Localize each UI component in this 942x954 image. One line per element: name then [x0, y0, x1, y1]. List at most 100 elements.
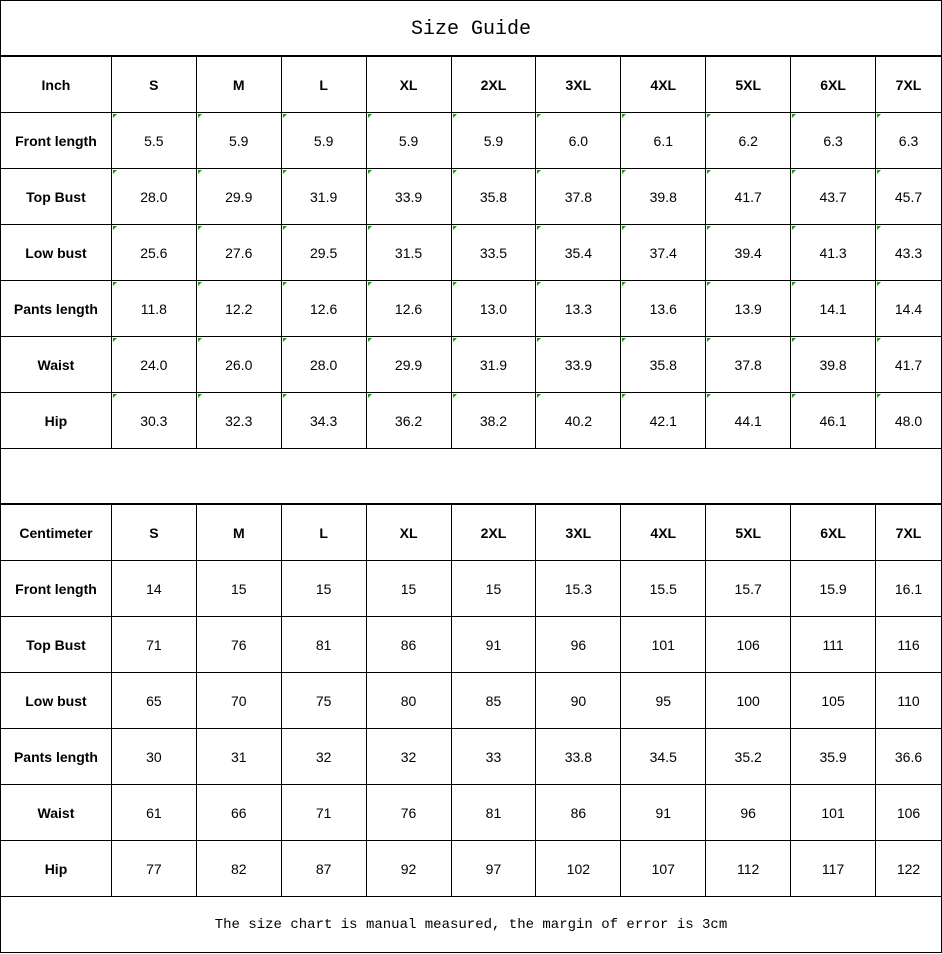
size-header-5xl: 5XL	[705, 504, 792, 561]
row-label: Low bust	[0, 672, 112, 729]
centimeter-size-table: Centimeter S M L XL 2XL 3XL 4XL 5XL 6XL 7XL Front l…	[0, 504, 942, 897]
measurement-cell: 36.2	[365, 392, 452, 449]
measurement-cell: 122	[875, 840, 942, 897]
header-row: Centimeter S M L XL 2XL 3XL 4XL 5XL 6XL 7XL	[0, 504, 942, 561]
row-label: Front length	[0, 560, 112, 617]
measurement-cell: 92	[365, 840, 452, 897]
row-label: Front length	[0, 112, 112, 169]
measurement-cell: 43.3	[875, 224, 942, 281]
table-row: Pants length 11.8 12.2 12.6 12.6 13.0 13.3 13.6…	[0, 280, 942, 337]
measurement-cell: 32	[280, 728, 367, 785]
measurement-cell: 6.3	[790, 112, 877, 169]
measurement-cell: 5.9	[195, 112, 282, 169]
measurement-cell: 90	[535, 672, 622, 729]
size-header-4xl: 4XL	[620, 504, 707, 561]
measurement-cell: 29.9	[365, 336, 452, 393]
table-row: Top Bust 28.0 29.9 31.9 33.9 35.8 37.8 39.8 41.7…	[0, 168, 942, 225]
measurement-cell: 40.2	[535, 392, 622, 449]
measurement-cell: 31.5	[365, 224, 452, 281]
table-row: Pants length 30 31 32 32 33 33.8 34.5 35.2 35.9 36…	[0, 728, 942, 785]
size-header-7xl: 7XL	[875, 504, 942, 561]
measurement-cell: 14	[110, 560, 197, 617]
measurement-cell: 116	[875, 616, 942, 673]
measurement-cell: 13.0	[450, 280, 537, 337]
measurement-cell: 96	[535, 616, 622, 673]
measurement-cell: 105	[790, 672, 877, 729]
measurement-cell: 32.3	[195, 392, 282, 449]
measurement-cell: 33.5	[450, 224, 537, 281]
measurement-cell: 15.7	[705, 560, 792, 617]
measurement-cell: 35.8	[450, 168, 537, 225]
measurement-cell: 29.5	[280, 224, 367, 281]
measurement-cell: 33	[450, 728, 537, 785]
measurement-cell: 80	[365, 672, 452, 729]
measurement-cell: 6.1	[620, 112, 707, 169]
measurement-cell: 106	[705, 616, 792, 673]
size-header-5xl: 5XL	[705, 56, 792, 113]
measurement-cell: 33.9	[535, 336, 622, 393]
measurement-cell: 5.9	[450, 112, 537, 169]
measurement-cell: 14.1	[790, 280, 877, 337]
measurement-cell: 82	[195, 840, 282, 897]
size-header-m: M	[195, 56, 282, 113]
measurement-cell: 101	[620, 616, 707, 673]
measurement-cell: 75	[280, 672, 367, 729]
measurement-cell: 25.6	[110, 224, 197, 281]
measurement-cell: 39.8	[620, 168, 707, 225]
measurement-cell: 28.0	[110, 168, 197, 225]
measurement-cell: 11.8	[110, 280, 197, 337]
measurement-cell: 15	[195, 560, 282, 617]
measurement-cell: 76	[195, 616, 282, 673]
unit-label: Inch	[0, 56, 112, 113]
row-label: Top Bust	[0, 616, 112, 673]
inch-size-table: Inch S M L XL 2XL 3XL 4XL 5XL 6XL 7XL Front length 5…	[0, 56, 942, 449]
row-label: Waist	[0, 784, 112, 841]
measurement-cell: 31	[195, 728, 282, 785]
measurement-cell: 34.5	[620, 728, 707, 785]
table-row: Hip 30.3 32.3 34.3 36.2 38.2 40.2 42.1 44.1 46.1 4…	[0, 392, 942, 449]
measurement-cell: 86	[365, 616, 452, 673]
measurement-cell: 117	[790, 840, 877, 897]
table-row: Hip 77 82 87 92 97 102 107 112 117 122	[0, 840, 942, 897]
measurement-cell: 95	[620, 672, 707, 729]
size-header-xl: XL	[365, 56, 452, 113]
measurement-cell: 41.3	[790, 224, 877, 281]
size-header-s: S	[110, 56, 197, 113]
measurement-cell: 35.8	[620, 336, 707, 393]
size-header-m: M	[195, 504, 282, 561]
size-header-s: S	[110, 504, 197, 561]
measurement-cell: 39.4	[705, 224, 792, 281]
row-label: Waist	[0, 336, 112, 393]
measurement-cell: 5.9	[280, 112, 367, 169]
measurement-cell: 12.6	[365, 280, 452, 337]
footer-note: The size chart is manual measured, the m…	[214, 917, 728, 933]
measurement-cell: 96	[705, 784, 792, 841]
measurement-cell: 112	[705, 840, 792, 897]
table-row: Low bust 65 70 75 80 85 90 95 100 105 110	[0, 672, 942, 729]
measurement-cell: 110	[875, 672, 942, 729]
size-header-4xl: 4XL	[620, 56, 707, 113]
table-row: Waist 24.0 26.0 28.0 29.9 31.9 33.9 35.8 37.8 39.…	[0, 336, 942, 393]
measurement-cell: 44.1	[705, 392, 792, 449]
measurement-cell: 26.0	[195, 336, 282, 393]
measurement-cell: 29.9	[195, 168, 282, 225]
measurement-cell: 6.3	[875, 112, 942, 169]
measurement-cell: 37.4	[620, 224, 707, 281]
measurement-cell: 91	[450, 616, 537, 673]
measurement-cell: 34.3	[280, 392, 367, 449]
measurement-cell: 12.2	[195, 280, 282, 337]
row-label: Low bust	[0, 224, 112, 281]
measurement-cell: 61	[110, 784, 197, 841]
measurement-cell: 86	[535, 784, 622, 841]
measurement-cell: 6.2	[705, 112, 792, 169]
measurement-cell: 5.5	[110, 112, 197, 169]
row-label: Hip	[0, 392, 112, 449]
measurement-cell: 42.1	[620, 392, 707, 449]
measurement-cell: 5.9	[365, 112, 452, 169]
unit-label: Centimeter	[0, 504, 112, 561]
measurement-cell: 71	[110, 616, 197, 673]
measurement-cell: 66	[195, 784, 282, 841]
measurement-cell: 38.2	[450, 392, 537, 449]
measurement-cell: 13.6	[620, 280, 707, 337]
measurement-cell: 107	[620, 840, 707, 897]
